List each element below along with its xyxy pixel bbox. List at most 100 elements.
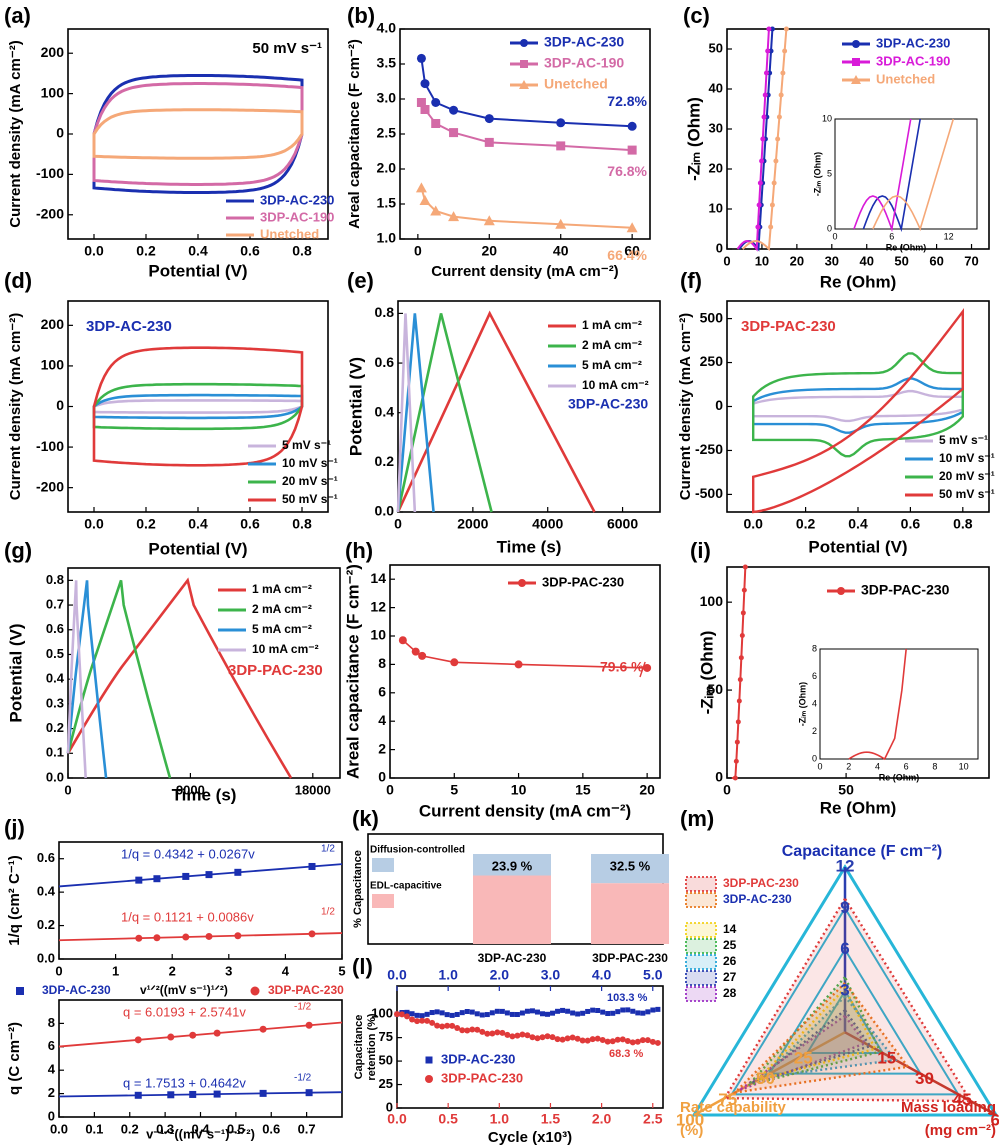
panel-l-xtick-label: 1.0: [490, 1111, 510, 1127]
b-xtick-label: 40: [553, 243, 569, 259]
panel-l-xtick-top-label: 1.0: [438, 967, 458, 983]
panel-c-xlabel: Re (Ohm): [820, 272, 897, 291]
panel-l-point-ac230: [605, 1011, 611, 1017]
panel-l-point-ac230: [484, 1012, 490, 1018]
h-ytick-label: 0: [378, 769, 386, 785]
panel-l-point-pac230: [559, 1036, 566, 1043]
panel-l-ytick-label: 0: [386, 1099, 393, 1114]
panel-b-annot: 66.4%: [607, 247, 647, 263]
panel-l-point-pac230: [514, 1032, 521, 1039]
panel-h-point: [514, 660, 523, 669]
g-ytick-label: 0.0: [46, 769, 64, 784]
i-xtick-label: 0: [723, 782, 731, 798]
panel-c-legend-marker: [851, 75, 861, 84]
panel-l-point-pac230: [499, 1029, 506, 1036]
panel-l-point-pac230: [574, 1035, 581, 1042]
panel-l-point-ac230: [499, 1008, 505, 1014]
panel-g-legend-label: 10 mA cm⁻²: [252, 642, 319, 656]
panel-l-point-ac230: [524, 1008, 530, 1014]
panel-j-top-ylabel: 1/q (cm² C⁻¹): [6, 855, 23, 945]
panel-a-ylabel: Current density (mA cm⁻²): [7, 40, 24, 227]
panel-j-top-fit-1: [58, 932, 343, 942]
panel-l-point-ac230: [479, 1012, 485, 1018]
panel-l-point-ac230: [474, 1011, 480, 1017]
panel-h-ylabel: Areal capacitance (F cm⁻²): [343, 564, 362, 779]
panel-c-inset-ylabel: -Zᵢₘ (Ohm): [812, 152, 822, 196]
panel-e-xlabel: Time (s): [497, 537, 562, 556]
panel-m-legend-swatch: [685, 876, 717, 892]
d-ytick-label: 0: [56, 397, 64, 413]
panel-b-point: [448, 211, 460, 222]
panel-b-annot: 72.8%: [607, 93, 647, 109]
panel-c-point: [755, 224, 761, 230]
panel-m-legend-label: 26: [723, 954, 737, 968]
panel-a-xlabel: Potential (V): [148, 261, 247, 280]
panel-b-point: [484, 137, 494, 147]
panel-a-cv-0: [92, 74, 304, 194]
panel-l-point-ac230: [560, 1007, 566, 1013]
panel-l-ytick-label: 100: [371, 1006, 393, 1021]
panel-i-legend-label: 3DP-PAC-230: [861, 582, 950, 598]
panel-l-point-ac230: [529, 1008, 535, 1014]
panel-e-legend-label: 1 mA cm⁻²: [582, 318, 642, 332]
panel-l-point-pac230: [539, 1034, 546, 1041]
panel-l-xtick-top-label: 2.0: [490, 967, 510, 983]
panel-c-inset-curve: [853, 118, 912, 233]
jtop-ytick-label: 0.6: [37, 850, 55, 865]
panel-a-frame: [67, 28, 329, 240]
panel-l-point-pac230: [589, 1036, 596, 1043]
panel-b-legend-marker: [520, 39, 528, 47]
panel-b-point: [415, 182, 427, 193]
panel-b-point: [430, 205, 442, 216]
b-ytick-label: 2.0: [377, 160, 397, 176]
panel-i-point: [738, 655, 744, 661]
panel-l-point-pac230: [604, 1038, 611, 1045]
panel-label: (j): [4, 815, 25, 840]
g-ytick-label: 0.8: [46, 572, 64, 587]
c-xtick-label: 50: [894, 253, 908, 268]
jbot-xtick-label: 0.1: [85, 1121, 103, 1136]
panel-i-point: [740, 610, 746, 616]
panel-j-top-eq: 1/q = 0.4342 + 0.0267v: [121, 846, 255, 861]
panel-j-top-fit-0: [58, 863, 343, 888]
panel-m-series-3DP-PAC-230: [722, 896, 974, 1103]
panel-l-legend-marker: [425, 1056, 433, 1064]
panel-l-point-ac230: [514, 1012, 520, 1018]
jbot-ytick-label: 6: [48, 1038, 55, 1053]
panel-j-bot-xlabel: v⁻¹ᐟ²((mV s⁻¹)⁻¹ᐟ²): [146, 1126, 255, 1141]
panel-l-point-pac230: [524, 1032, 531, 1039]
panel-i-inset-frame: [819, 648, 979, 760]
panel-i-inset-ytick: 8: [812, 643, 817, 653]
panel-c-legend-marker: [852, 58, 860, 66]
panel-j-top-point: [182, 933, 190, 941]
panel-l-point-pac230: [584, 1037, 591, 1044]
panel-l-point-pac230: [644, 1037, 651, 1044]
panel-l-point-pac230: [564, 1035, 571, 1042]
panel-c-inset-xtick: 6: [889, 231, 894, 241]
panel-l-point-pac230: [534, 1035, 541, 1042]
panel-h-point: [398, 636, 407, 645]
panel-i-inset-ytick: 0: [812, 753, 817, 763]
panel-j-bot-eq-exp: -1/2: [294, 1073, 312, 1084]
panel-i-point: [733, 758, 739, 764]
jtop-xtick-label: 3: [225, 963, 232, 978]
panel-l-legend-marker: [425, 1075, 433, 1083]
panel-a-legend-label: Unetched: [260, 226, 319, 241]
g-ytick-label: 0.3: [46, 695, 64, 710]
panel-l-point-ac230: [454, 1011, 460, 1017]
panel-f-legend-label: 10 mV s⁻¹: [939, 451, 995, 465]
panel-i-ylabel: -Zᵢₘ (Ohm): [697, 631, 716, 715]
panel-c-ylabel: -Zᵢₘ (Ohm): [684, 97, 703, 181]
panel-c-point: [763, 70, 769, 76]
panel-b-point: [449, 105, 459, 115]
panel-g-gcd-1: [66, 579, 172, 779]
panel-j-bot-point: [134, 1036, 142, 1044]
panel-d-cv-3: [92, 346, 304, 467]
panel-i-point: [735, 719, 741, 725]
panel-c-point: [771, 180, 777, 186]
panel-m-rate-tick: 75: [718, 1090, 737, 1109]
panel-c-point: [775, 136, 781, 142]
panel-l-xtick-top-label: 3.0: [541, 967, 561, 983]
panel-l-legend-label: 3DP-PAC-230: [441, 1070, 523, 1085]
panel-l-point-ac230: [414, 1012, 420, 1018]
